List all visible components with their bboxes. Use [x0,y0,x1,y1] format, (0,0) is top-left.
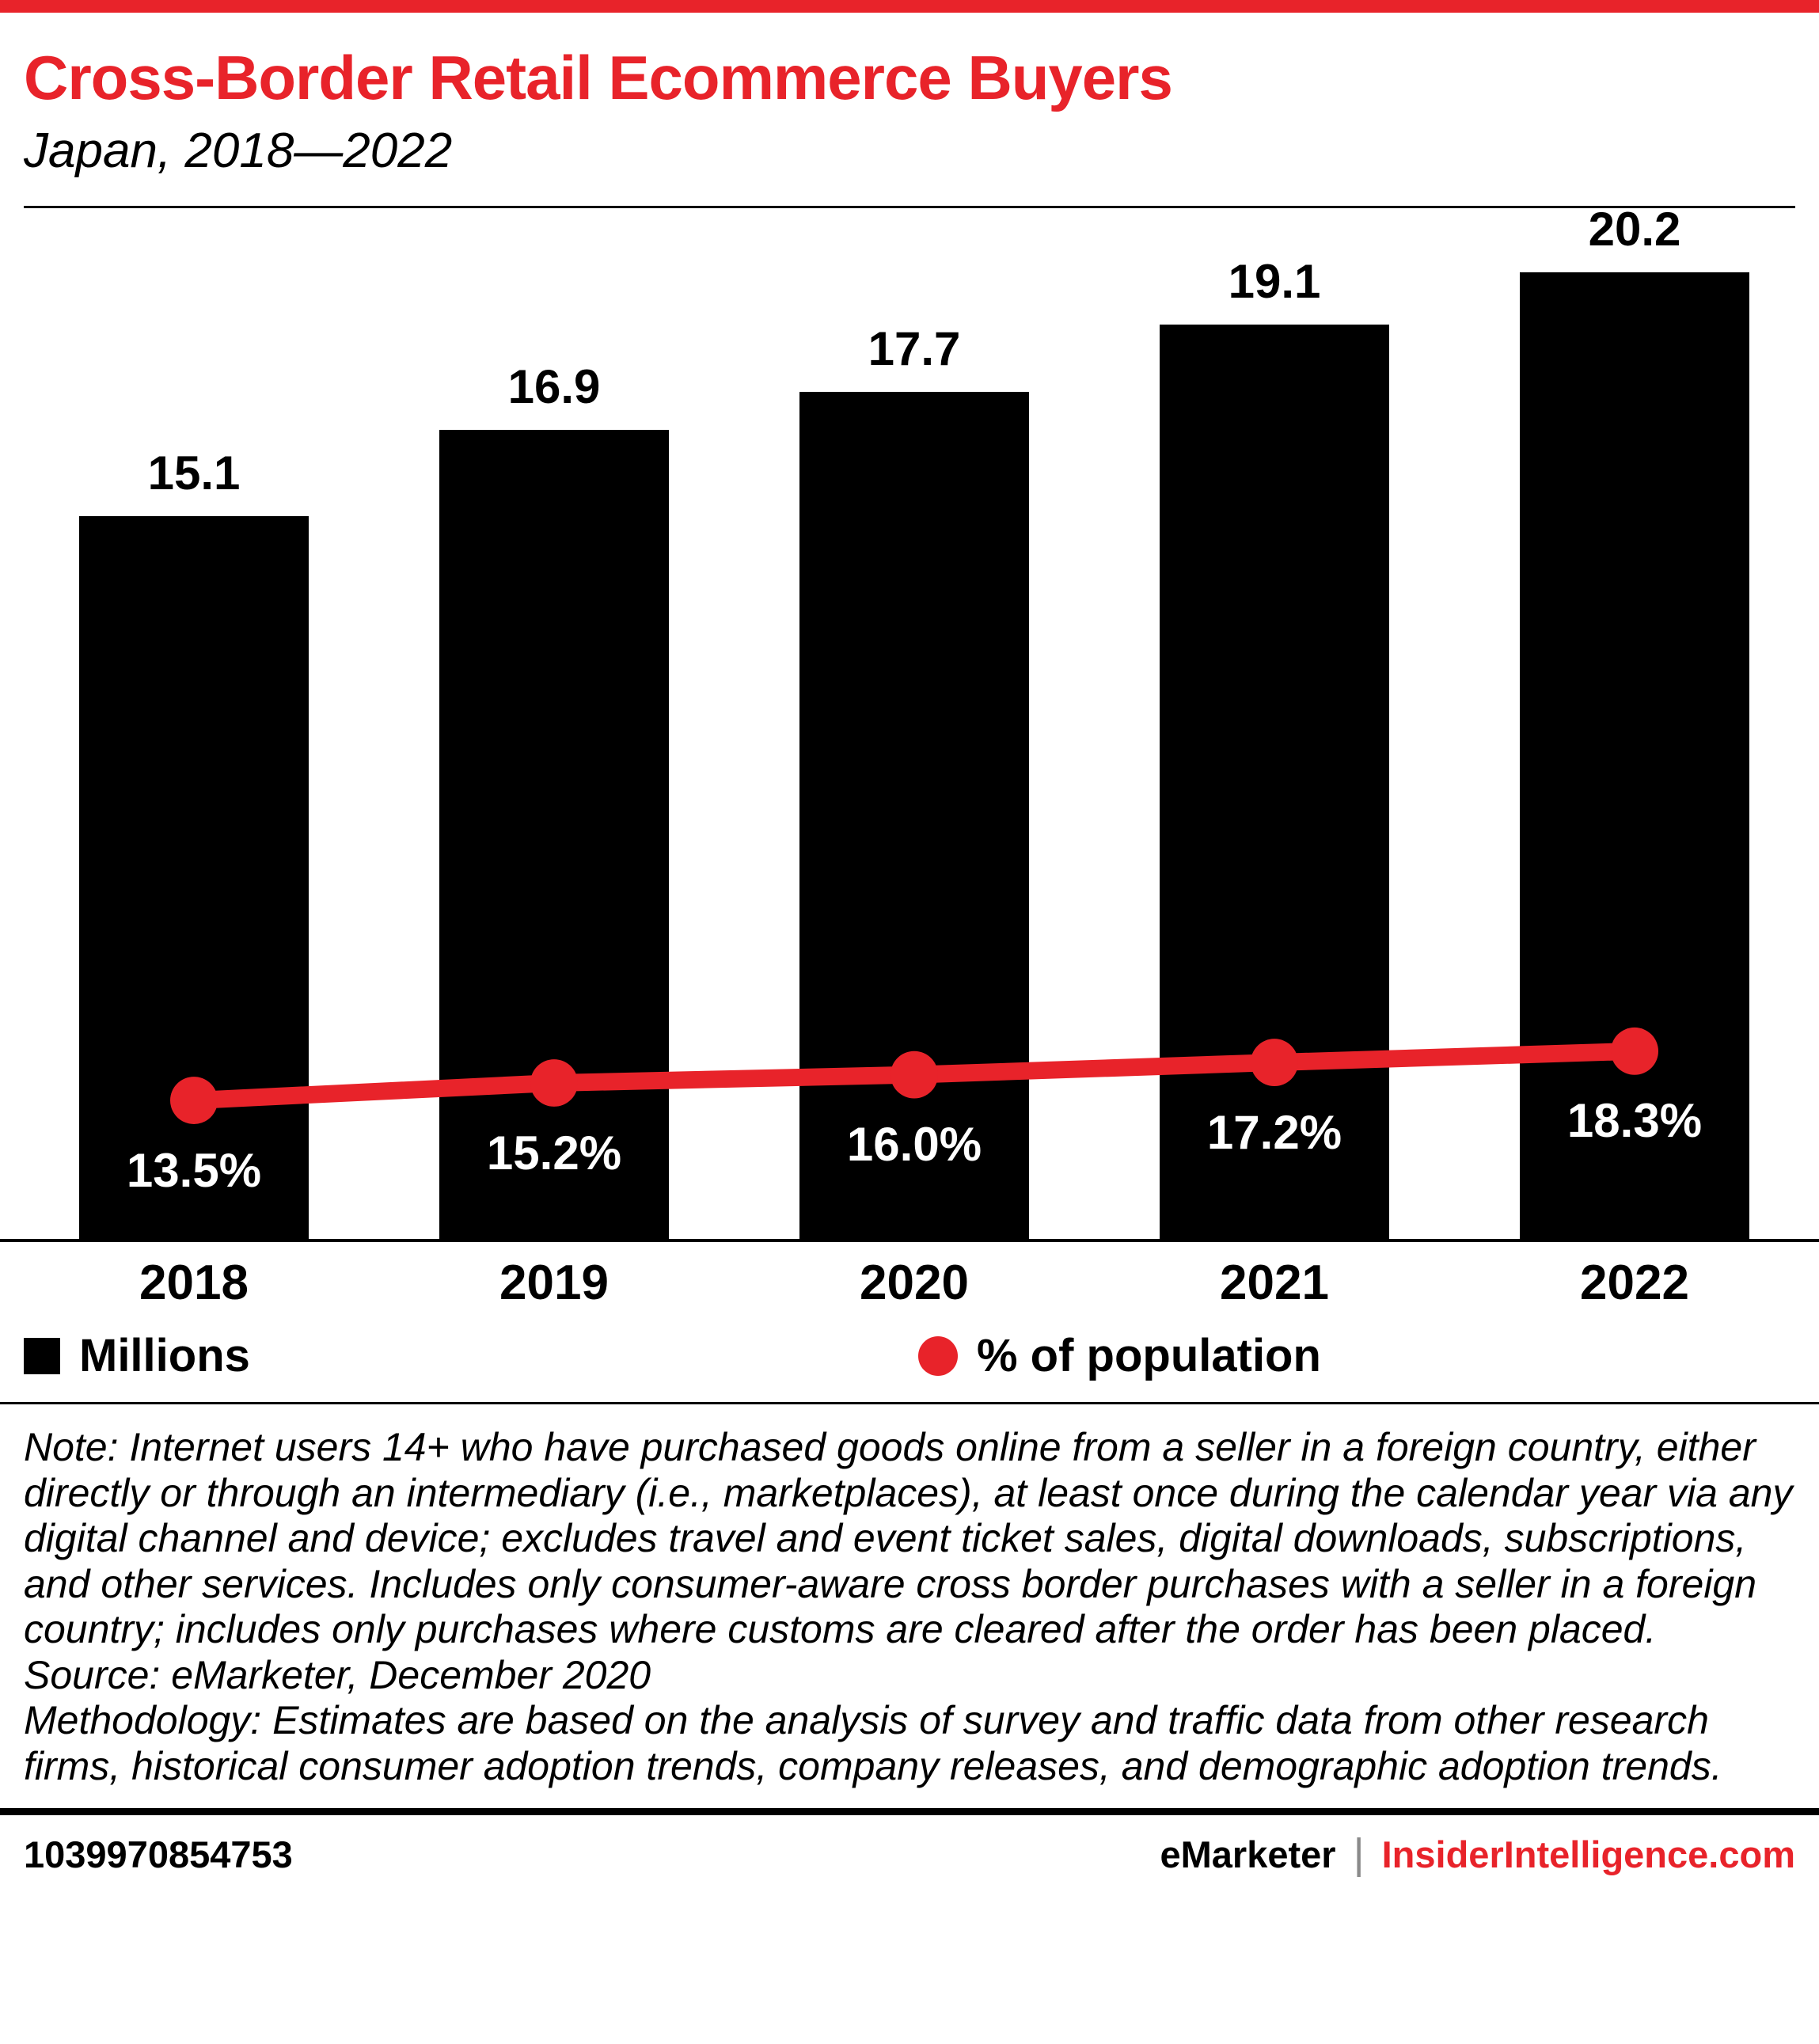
footer: 1039970854753 eMarketer | InsiderIntelli… [0,1815,1819,1879]
chart-subtitle: Japan, 2018—2022 [24,123,453,179]
percent-label: 15.2% [486,1126,622,1180]
bar-2021 [1160,325,1389,1240]
percent-label: 13.5% [126,1143,262,1197]
top-accent-bar [0,0,1819,13]
chart-legend: Millions % of population [0,1321,1819,1394]
footer-divider [0,1808,1819,1816]
x-axis-label: 2019 [499,1256,609,1311]
bar-value-label: 15.1 [147,446,241,500]
source-text: Source: eMarketer, December 2020 [24,1652,651,1697]
x-axis: 2018 2019 2020 2021 2022 [0,1242,1819,1321]
legend-label: % of population [977,1330,1321,1382]
bar-2022 [1520,272,1749,1240]
x-axis-label: 2022 [1580,1256,1689,1311]
chart-plot-area: 15.1 13.5% 16.9 15.2% 17.7 16.0% 19.1 17.2% 20.2… [0,203,1819,1243]
x-axis-label: 2020 [860,1256,969,1311]
bar-value-label: 20.2 [1588,202,1681,256]
legend-item-percent-of-population: % of population [918,1329,1321,1382]
legend-item-millions: Millions [24,1329,250,1382]
chart-title: Cross-Border Retail Ecommerce Buyers [24,43,1173,112]
population-line [170,1028,1658,1125]
bar-value-label: 16.9 [507,360,601,414]
chart-header: Cross-Border Retail Ecommerce Buyers Jap… [0,13,1819,179]
bar-value-label: 17.7 [868,321,961,375]
chart-id: 1039970854753 [24,1833,293,1875]
emarketer-logo: eMarketer [1160,1833,1336,1875]
notes-divider [0,1402,1819,1405]
black-square-swatch-icon [24,1337,60,1374]
methodology-text: Methodology: Estimates are based on the … [24,1698,1722,1788]
legend-label: Millions [79,1330,250,1382]
insider-intelligence-link[interactable]: InsiderIntelligence.com [1381,1833,1795,1875]
x-axis-label: 2018 [139,1256,249,1311]
bar-value-label: 19.1 [1228,255,1321,309]
header-divider [24,206,1795,209]
footnotes: Note: Internet users 14+ who have purcha… [0,1404,1819,1789]
x-axis-label: 2021 [1220,1256,1329,1311]
percent-label: 18.3% [1566,1094,1703,1148]
red-dot-swatch-icon [918,1335,958,1376]
percent-label: 17.2% [1206,1105,1342,1159]
footer-pipe-divider: | [1353,1830,1365,1879]
footer-branding: eMarketer | InsiderIntelligence.com [1160,1829,1796,1879]
note-text: Note: Internet users 14+ who have purcha… [24,1425,1793,1652]
percent-label: 16.0% [846,1118,982,1172]
